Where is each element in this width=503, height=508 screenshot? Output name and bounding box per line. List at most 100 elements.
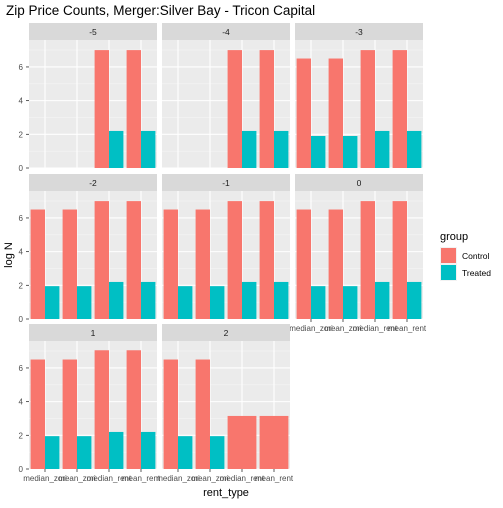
- legend-key: [441, 248, 456, 263]
- bar: [210, 286, 225, 319]
- x-axis-label: rent_type: [203, 487, 249, 499]
- facet-strip-label: 1: [91, 328, 96, 338]
- bar: [141, 130, 156, 168]
- facet-panel: -2 0 2 4 6: [19, 174, 157, 324]
- bar: [77, 286, 92, 319]
- x-tick-label: median_rent: [87, 474, 132, 483]
- legend-key: [441, 265, 456, 280]
- bar: [227, 201, 242, 319]
- bar: [407, 130, 422, 168]
- facet-panel: -3: [295, 23, 423, 169]
- facet-strip: [162, 174, 290, 191]
- y-tick-label: 6: [19, 63, 24, 72]
- bar: [126, 50, 141, 168]
- bar: [178, 286, 193, 319]
- y-tick-label: 0: [19, 315, 24, 324]
- bar: [45, 286, 60, 319]
- y-tick-label: 0: [19, 164, 24, 173]
- y-tick-label: 2: [19, 431, 24, 440]
- x-tick-label: median_zori: [156, 474, 200, 483]
- bar: [45, 436, 60, 469]
- facet-strip-label: -4: [222, 27, 230, 37]
- bar: [109, 281, 124, 319]
- bar: [242, 281, 257, 319]
- bar: [407, 281, 422, 319]
- bar: [227, 415, 257, 469]
- bar: [163, 209, 178, 319]
- facet-panel: 1 0 2 4 6 median_zorimean_zorimedian_rentmean…: [19, 324, 161, 483]
- y-tick-label: 4: [19, 398, 24, 407]
- bar: [195, 209, 210, 319]
- bar: [227, 50, 242, 168]
- facet-strip: [29, 174, 157, 191]
- facet-panel: -4: [162, 23, 290, 169]
- bar: [274, 130, 289, 168]
- y-tick-label: 4: [19, 248, 24, 257]
- bar: [94, 50, 109, 168]
- bar: [195, 359, 210, 469]
- facet-panel: -1: [162, 174, 290, 320]
- bar: [296, 58, 311, 168]
- x-tick-label: mean_zori: [324, 324, 362, 333]
- y-axis-label: log N: [3, 242, 15, 268]
- bar: [62, 359, 77, 469]
- bar: [109, 130, 124, 168]
- facet-strip: [295, 174, 423, 191]
- facet-strip: [29, 324, 157, 341]
- facet-strip-label: -5: [89, 27, 97, 37]
- y-tick-label: 4: [19, 97, 24, 106]
- bar: [30, 359, 45, 469]
- bar: [94, 201, 109, 319]
- x-tick-label: mean_rent: [388, 324, 427, 333]
- facet-strip-label: -3: [355, 27, 363, 37]
- bar: [109, 431, 124, 469]
- bar: [77, 436, 92, 469]
- legend: group Control Treated: [440, 231, 491, 281]
- bar: [311, 136, 326, 168]
- bar: [30, 209, 45, 319]
- bar: [274, 281, 289, 319]
- facet-strip-label: 2: [224, 328, 229, 338]
- bar: [328, 209, 343, 319]
- bar: [375, 130, 390, 168]
- bar: [163, 359, 178, 469]
- y-tick-label: 2: [19, 130, 24, 139]
- bar: [210, 436, 225, 469]
- facet-strip: [162, 23, 290, 40]
- bar: [375, 281, 390, 319]
- legend-entry-label: Treated: [462, 268, 491, 278]
- facet-panel: -5 0 2 4 6: [19, 23, 157, 173]
- bar: [392, 201, 407, 319]
- bar: [360, 201, 375, 319]
- facet-strip: [295, 23, 423, 40]
- bar: [126, 201, 141, 319]
- facet-strip-label: -2: [89, 178, 97, 188]
- bar: [296, 209, 311, 319]
- facet-strip: [162, 324, 290, 341]
- bar: [392, 50, 407, 168]
- bar: [242, 130, 257, 168]
- facet-panel: 0 median_zorimean_zorimedian_rentmean_ren…: [289, 174, 427, 333]
- bar: [343, 286, 358, 319]
- facet-strip-label: -1: [222, 178, 230, 188]
- x-tick-label: median_zori: [289, 324, 333, 333]
- bar: [178, 436, 193, 469]
- legend-entry-label: Control: [462, 251, 490, 261]
- x-tick-label: median_rent: [220, 474, 265, 483]
- bar: [360, 50, 375, 168]
- bar: [259, 201, 274, 319]
- x-tick-label: mean_rent: [122, 474, 161, 483]
- y-tick-label: 0: [19, 465, 24, 474]
- y-tick-label: 6: [19, 364, 24, 373]
- bar: [126, 350, 141, 469]
- x-tick-label: mean_zori: [191, 474, 229, 483]
- bar: [94, 350, 109, 469]
- bar: [141, 281, 156, 319]
- x-tick-label: mean_zori: [58, 474, 96, 483]
- bar: [343, 136, 358, 168]
- bar: [328, 58, 343, 168]
- bar: [259, 415, 289, 469]
